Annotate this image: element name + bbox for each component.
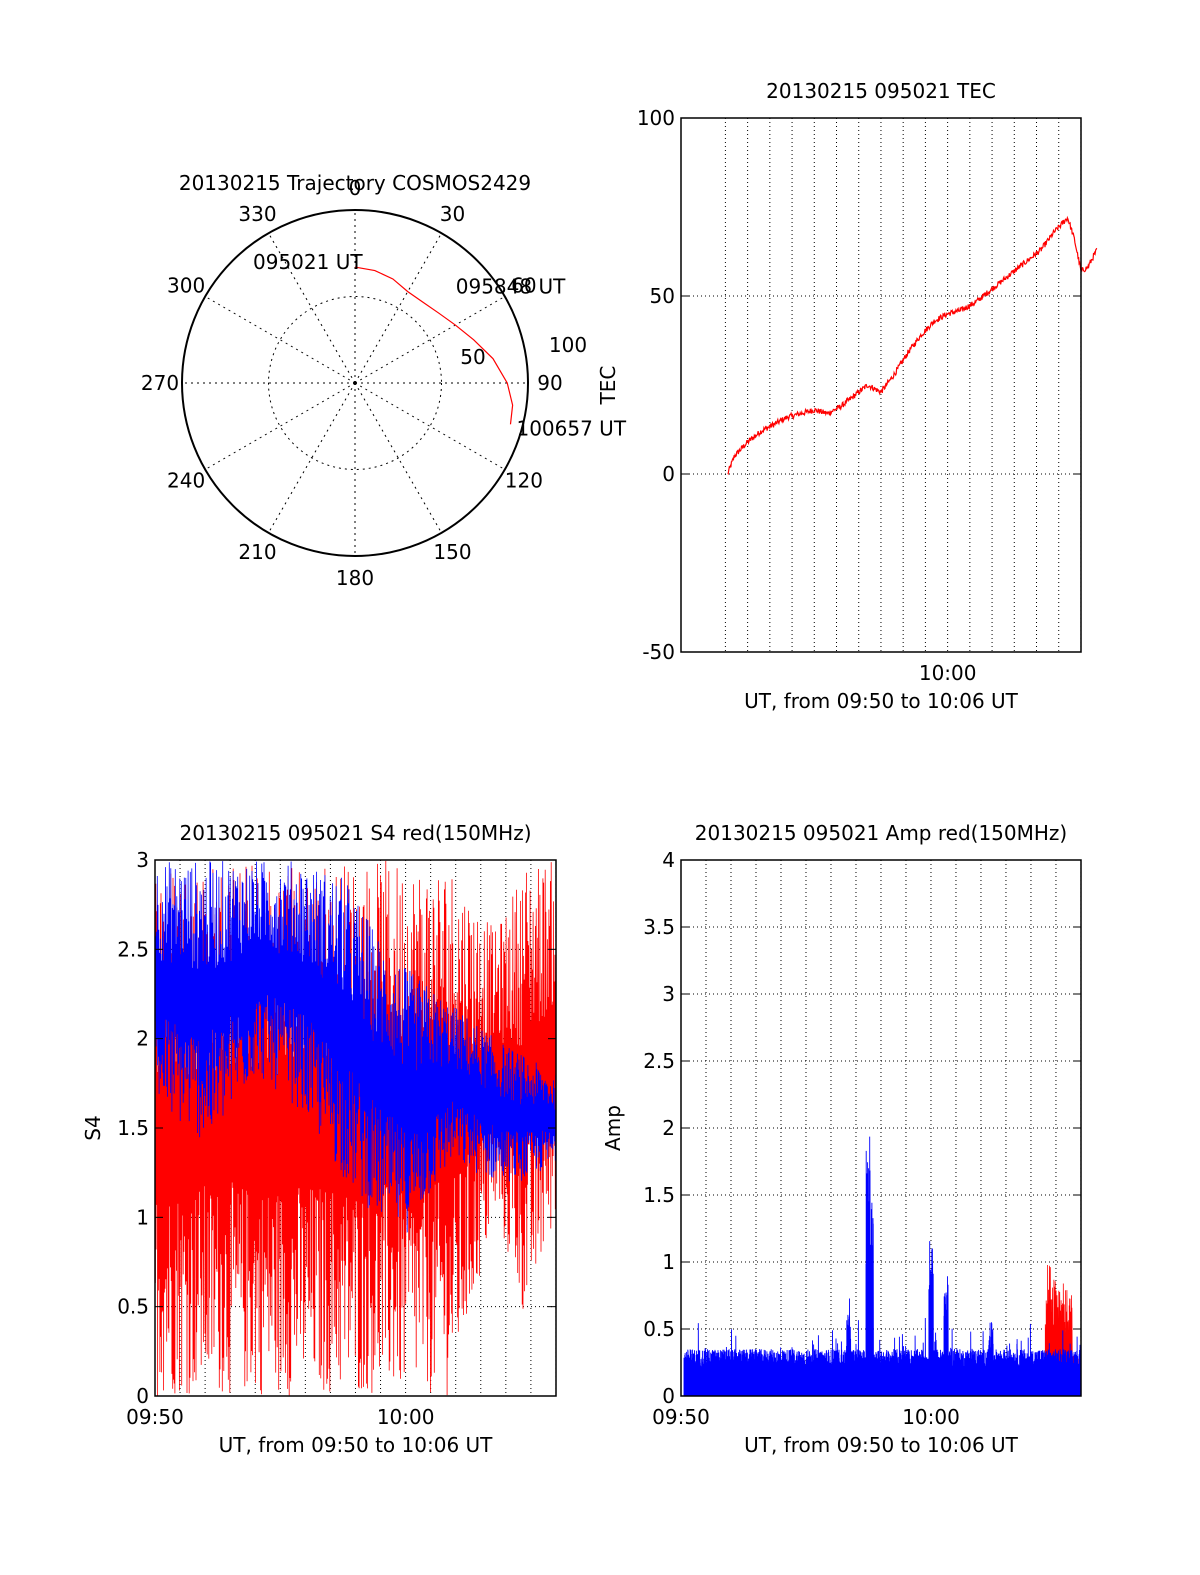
radius-tick-label: 50 bbox=[460, 345, 485, 369]
time-annotation: 100657 UT bbox=[516, 416, 626, 440]
amp-chart: 0 0.5 1 1.5 2 2.5 3 3.5 4 09:50 10:00 20130215 0950… bbox=[601, 821, 1082, 1457]
y-tick-label: 1 bbox=[136, 1205, 149, 1229]
y-tick-label: 4 bbox=[662, 848, 675, 872]
x-tick-label: 09:50 bbox=[126, 1405, 184, 1429]
s4-chart: 0 0.5 1 1.5 2 2.5 3 09:50 10:00 20130215 095021 S… bbox=[81, 821, 557, 1457]
y-tick-label: 1.5 bbox=[643, 1183, 675, 1207]
y-axis-label: TEC bbox=[596, 366, 620, 406]
angle-tick-label: 210 bbox=[238, 540, 276, 564]
s4-blue-series-line bbox=[155, 861, 556, 1233]
chart-title: 20130215 Trajectory COSMOS2429 bbox=[179, 171, 531, 195]
polar-grid-circle bbox=[268, 296, 442, 470]
chart-title: 20130215 095021 TEC bbox=[766, 79, 996, 103]
y-tick-label: 3 bbox=[136, 848, 149, 872]
angle-tick-label: 300 bbox=[167, 274, 205, 298]
y-tick-label: 1.5 bbox=[117, 1116, 149, 1140]
y-tick-label: -50 bbox=[642, 640, 675, 664]
y-tick-label: 3 bbox=[662, 982, 675, 1006]
angle-tick-label: 90 bbox=[537, 371, 562, 395]
polar-grid-spoke bbox=[204, 296, 356, 384]
x-axis-label: UT, from 09:50 to 10:06 UT bbox=[744, 689, 1019, 713]
angle-tick-label: 330 bbox=[238, 202, 276, 226]
y-tick-label: 100 bbox=[637, 106, 675, 130]
chart-title: 20130215 095021 S4 red(150MHz) bbox=[180, 821, 532, 845]
y-tick-label: 0 bbox=[662, 462, 675, 486]
y-axis-label: S4 bbox=[81, 1115, 105, 1140]
y-tick-label: 2.5 bbox=[643, 1049, 675, 1073]
y-tick-label: 0 bbox=[136, 1384, 149, 1408]
time-annotation: 095021 UT bbox=[253, 250, 363, 274]
radius-tick-label: 100 bbox=[549, 333, 587, 357]
y-tick-label: 1 bbox=[662, 1250, 675, 1274]
y-axis-label: Amp bbox=[601, 1105, 625, 1151]
polar-grid-spoke bbox=[354, 382, 506, 470]
x-tick-label: 10:00 bbox=[919, 661, 977, 685]
y-tick-label: 3.5 bbox=[643, 915, 675, 939]
y-tick-label: 0.5 bbox=[117, 1295, 149, 1319]
y-tick-label: 0.5 bbox=[643, 1317, 675, 1341]
angle-tick-label: 150 bbox=[433, 540, 471, 564]
x-tick-label: 09:50 bbox=[652, 1405, 710, 1429]
angle-tick-label: 60 bbox=[511, 274, 536, 298]
plot-frame bbox=[680, 117, 1082, 653]
angle-tick-label: 270 bbox=[141, 371, 179, 395]
angle-tick-label: 240 bbox=[167, 469, 205, 493]
y-tick-label: 0 bbox=[662, 1384, 675, 1408]
angle-tick-label: 180 bbox=[336, 566, 374, 590]
polar-grid-spoke bbox=[354, 296, 506, 384]
polar-grid-spoke bbox=[268, 232, 356, 384]
polar-grid-spoke bbox=[268, 382, 356, 534]
time-annotation: 095848 UT bbox=[456, 275, 566, 299]
s4-red-series-line bbox=[155, 860, 556, 1396]
angle-tick-label: 120 bbox=[505, 469, 543, 493]
angle-tick-label: 0 bbox=[349, 176, 362, 200]
tec-series-line bbox=[727, 215, 1098, 476]
y-tick-label: 2.5 bbox=[117, 937, 149, 961]
polar-grid-spoke bbox=[204, 382, 356, 470]
amp-blue-series-line bbox=[683, 1136, 1082, 1397]
chart-title: 20130215 095021 Amp red(150MHz) bbox=[695, 821, 1067, 845]
y-tick-label: 50 bbox=[650, 284, 675, 308]
x-axis-label: UT, from 09:50 to 10:06 UT bbox=[219, 1433, 494, 1457]
angle-tick-label: 30 bbox=[440, 202, 465, 226]
polar-grid-spoke bbox=[354, 232, 442, 384]
x-tick-label: 10:00 bbox=[902, 1405, 960, 1429]
trajectory-line bbox=[354, 266, 514, 425]
polar-grid-spoke bbox=[354, 382, 442, 534]
y-tick-label: 2 bbox=[662, 1116, 675, 1140]
y-tick-label: 2 bbox=[136, 1027, 149, 1051]
x-axis-label: UT, from 09:50 to 10:06 UT bbox=[744, 1433, 1019, 1457]
x-tick-label: 10:00 bbox=[377, 1405, 435, 1429]
tec-chart: -50 0 50 100 10:00 20130215 095021 TEC UT, fro… bbox=[596, 79, 1098, 713]
polar-outer-circle bbox=[181, 209, 529, 557]
